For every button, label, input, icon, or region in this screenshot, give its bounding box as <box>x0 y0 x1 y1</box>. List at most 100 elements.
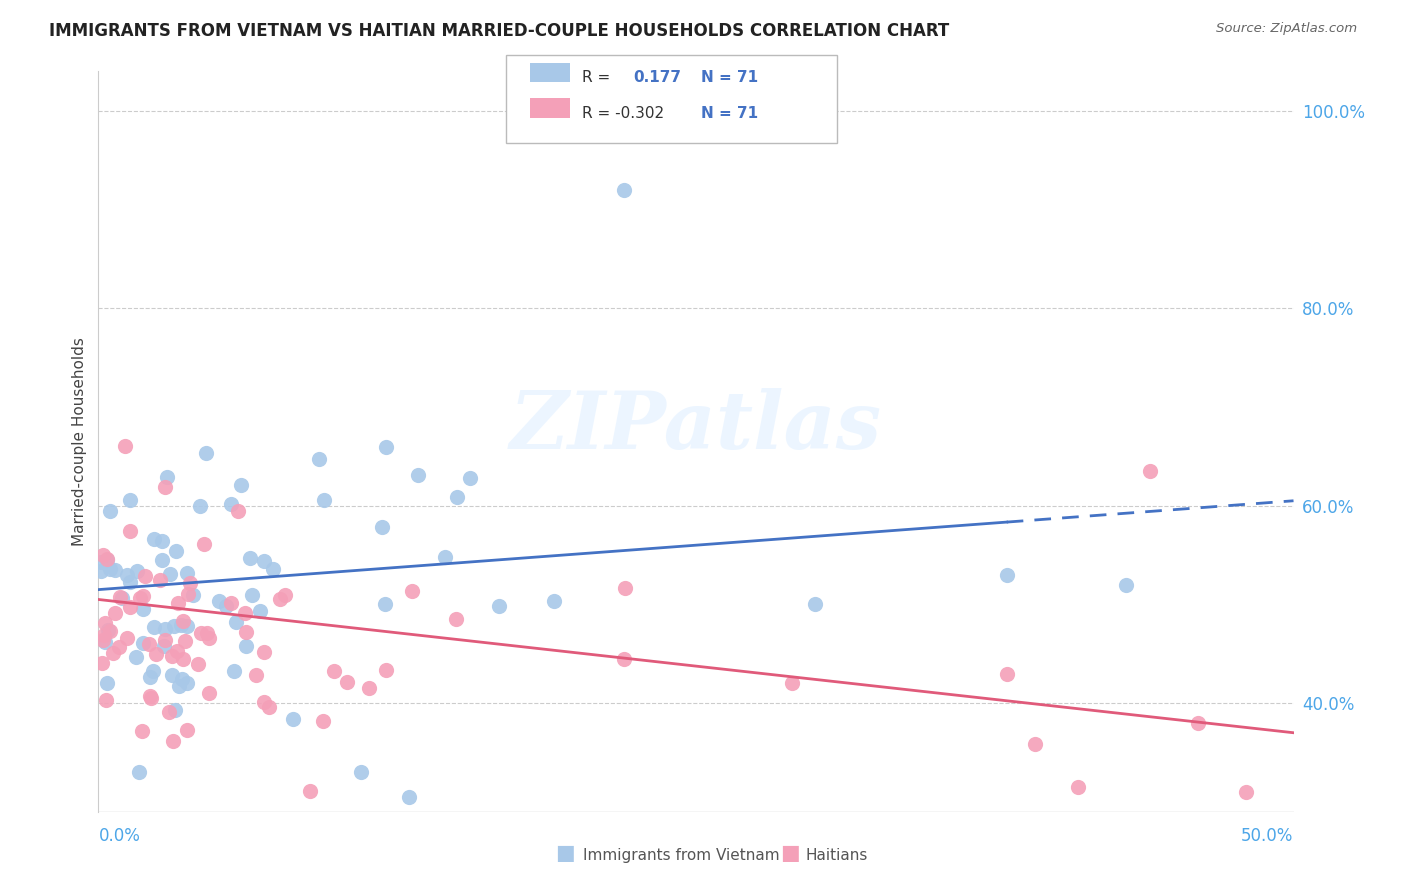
Point <box>408 467 430 482</box>
Point <box>187 657 209 671</box>
Point <box>172 614 194 628</box>
Point <box>149 573 172 587</box>
Point <box>166 644 188 658</box>
Point <box>336 675 359 690</box>
Point <box>125 650 148 665</box>
Point <box>139 669 162 683</box>
Point <box>190 625 212 640</box>
Point <box>274 588 297 602</box>
Point <box>128 591 150 605</box>
Point <box>115 632 138 646</box>
Text: ■: ■ <box>555 844 575 863</box>
Point <box>370 520 392 534</box>
Point <box>1234 785 1257 799</box>
Y-axis label: Married-couple Households: Married-couple Households <box>72 337 87 546</box>
Point <box>198 631 221 645</box>
Point <box>350 765 373 780</box>
Point <box>228 504 250 518</box>
Text: ■: ■ <box>780 844 800 863</box>
Point <box>269 591 291 606</box>
Point <box>153 640 176 654</box>
Point <box>96 693 118 707</box>
Point <box>160 668 183 682</box>
Point <box>179 576 201 591</box>
Point <box>159 566 181 581</box>
Point <box>139 691 162 706</box>
Text: R =: R = <box>582 70 610 86</box>
Point <box>93 627 115 641</box>
Point <box>145 647 167 661</box>
Text: 0.0%: 0.0% <box>98 827 141 845</box>
Point <box>128 765 150 780</box>
Text: R = -0.302: R = -0.302 <box>582 106 664 121</box>
Point <box>108 640 131 654</box>
Point <box>98 561 121 575</box>
Text: Immigrants from Vietnam: Immigrants from Vietnam <box>583 848 780 863</box>
Point <box>153 480 176 494</box>
Point <box>245 667 267 681</box>
Point <box>94 635 117 649</box>
Point <box>131 723 153 738</box>
Point <box>118 524 141 539</box>
Text: N = 71: N = 71 <box>702 106 758 121</box>
Point <box>156 469 179 483</box>
Point <box>804 598 827 612</box>
Point <box>173 633 195 648</box>
Point <box>458 471 481 485</box>
Point <box>194 446 217 460</box>
Point <box>446 612 468 626</box>
Point <box>375 663 398 677</box>
Point <box>298 784 321 798</box>
Point <box>170 672 193 686</box>
Point <box>401 584 423 599</box>
Point <box>1139 464 1161 478</box>
Point <box>132 635 155 649</box>
Point <box>138 636 160 650</box>
Point <box>90 564 112 578</box>
Point <box>139 689 162 703</box>
Point <box>98 624 121 638</box>
Point <box>188 500 211 514</box>
Point <box>374 597 396 611</box>
Point <box>163 619 186 633</box>
Point <box>446 490 468 504</box>
Point <box>90 555 112 569</box>
Point <box>166 596 188 610</box>
Point <box>613 651 636 665</box>
Point <box>398 789 420 804</box>
Point <box>253 695 276 709</box>
Point <box>176 619 198 633</box>
Point <box>111 591 134 605</box>
Point <box>235 639 257 653</box>
Point <box>165 544 187 558</box>
Point <box>96 552 118 566</box>
Point <box>374 440 396 454</box>
Point <box>104 563 127 577</box>
Point <box>1187 715 1209 730</box>
Point <box>312 493 335 508</box>
Text: N = 71: N = 71 <box>702 70 758 86</box>
Point <box>110 590 132 604</box>
Point <box>543 593 565 607</box>
Point <box>170 618 193 632</box>
Point <box>97 623 120 637</box>
Point <box>125 564 148 578</box>
Point <box>257 700 280 714</box>
Point <box>1067 780 1090 794</box>
Point <box>323 664 346 678</box>
Point <box>153 622 176 636</box>
Point <box>114 440 136 454</box>
Point <box>115 567 138 582</box>
Text: Haitians: Haitians <box>806 848 868 863</box>
Point <box>155 632 177 647</box>
Point <box>176 723 198 738</box>
Point <box>780 676 803 690</box>
Point <box>162 648 184 663</box>
Point <box>233 606 256 620</box>
Point <box>134 568 156 582</box>
Point <box>101 646 124 660</box>
Point <box>995 567 1018 582</box>
Point <box>163 703 186 717</box>
Point <box>219 497 242 511</box>
Point <box>162 734 184 748</box>
